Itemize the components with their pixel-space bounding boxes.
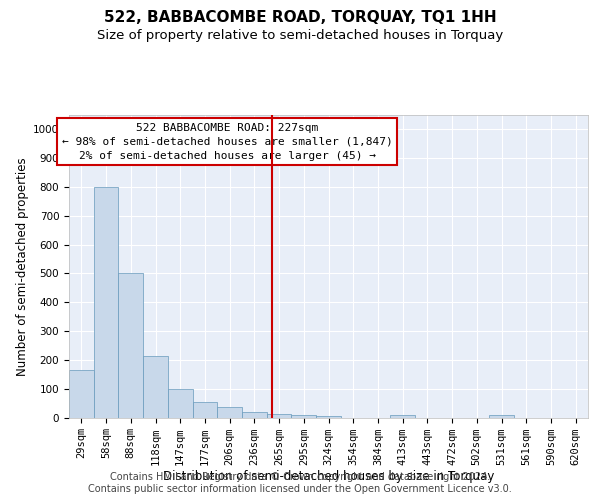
Text: 522 BABBACOMBE ROAD: 227sqm
← 98% of semi-detached houses are smaller (1,847)
2%: 522 BABBACOMBE ROAD: 227sqm ← 98% of sem…: [62, 122, 392, 160]
Y-axis label: Number of semi-detached properties: Number of semi-detached properties: [16, 157, 29, 376]
Bar: [390, 415, 415, 418]
Text: Contains HM Land Registry data © Crown copyright and database right 2024.
Contai: Contains HM Land Registry data © Crown c…: [88, 472, 512, 494]
Bar: [94, 187, 118, 418]
Bar: [69, 370, 94, 418]
Text: 522, BABBACOMBE ROAD, TORQUAY, TQ1 1HH: 522, BABBACOMBE ROAD, TORQUAY, TQ1 1HH: [104, 10, 496, 25]
Bar: [489, 415, 514, 418]
Bar: [242, 412, 267, 418]
Bar: [267, 414, 292, 418]
Bar: [143, 356, 168, 418]
Text: Size of property relative to semi-detached houses in Torquay: Size of property relative to semi-detach…: [97, 28, 503, 42]
Bar: [168, 388, 193, 418]
Bar: [118, 274, 143, 418]
Bar: [217, 408, 242, 418]
Bar: [292, 414, 316, 418]
Bar: [316, 416, 341, 418]
X-axis label: Distribution of semi-detached houses by size in Torquay: Distribution of semi-detached houses by …: [163, 470, 494, 484]
Bar: [193, 402, 217, 417]
